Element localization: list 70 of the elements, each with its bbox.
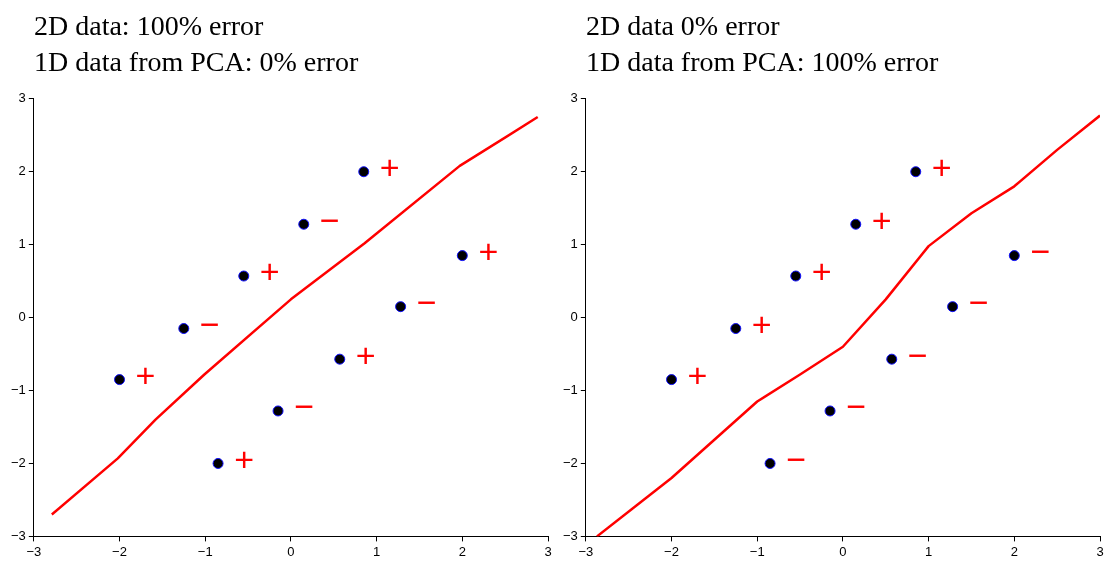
data-label: − xyxy=(907,335,928,374)
y-tick-label: 0 xyxy=(570,309,578,325)
data-label: + xyxy=(811,252,832,291)
data-label: + xyxy=(234,439,254,478)
point xyxy=(298,218,310,230)
y-tick-label: −3 xyxy=(562,527,578,543)
data-label: − xyxy=(1030,231,1051,270)
x-tick-label: −1 xyxy=(749,543,765,559)
data-label: + xyxy=(379,148,400,187)
point xyxy=(178,323,190,335)
x-tick-label: 0 xyxy=(839,543,847,559)
data-label: + xyxy=(259,252,280,291)
y-tick-label: −2 xyxy=(562,455,578,471)
data-label: − xyxy=(319,200,340,239)
y-tick-label: 1 xyxy=(18,236,26,252)
point xyxy=(824,405,836,417)
y-tick-label: 3 xyxy=(570,90,578,106)
data-label: + xyxy=(478,231,499,270)
x-tick-label: −2 xyxy=(664,543,679,559)
point xyxy=(114,374,126,386)
data-label: + xyxy=(355,335,376,374)
data-label: − xyxy=(968,283,989,322)
x-tick-label: 1 xyxy=(924,543,933,559)
x-tick-label: −1 xyxy=(197,543,213,559)
data-label: − xyxy=(846,387,866,426)
chart-subtitle: 1D data from PCA: 100% error xyxy=(586,45,940,79)
x-tick-label: −2 xyxy=(112,543,127,559)
chart-title: 2D data 0% error xyxy=(586,9,781,43)
y-tick-label: 2 xyxy=(570,163,578,179)
point xyxy=(212,457,224,469)
y-tick-label: −1 xyxy=(562,382,578,398)
data-label: − xyxy=(416,283,437,322)
point xyxy=(850,218,862,230)
y-tick-label: 2 xyxy=(18,163,26,179)
chart-title: 2D data: 100% error xyxy=(34,9,265,43)
data-label: − xyxy=(294,387,314,426)
point xyxy=(1008,250,1020,262)
data-label: + xyxy=(871,200,892,239)
point xyxy=(886,353,898,365)
point xyxy=(730,323,742,335)
x-tick-label: 0 xyxy=(287,543,295,559)
data-label: + xyxy=(751,304,772,343)
point xyxy=(947,301,959,313)
data-label: − xyxy=(786,439,806,478)
data-label: + xyxy=(687,355,708,394)
point xyxy=(334,353,346,365)
y-tick-label: −3 xyxy=(10,527,26,543)
x-tick-label: 3 xyxy=(544,543,552,559)
data-label: − xyxy=(199,304,220,343)
y-tick-label: −2 xyxy=(10,455,26,471)
y-tick-label: −1 xyxy=(10,382,26,398)
x-tick-label: 3 xyxy=(1096,543,1104,559)
point xyxy=(395,301,407,313)
point xyxy=(456,250,468,262)
point xyxy=(790,270,802,282)
point xyxy=(272,405,284,417)
point xyxy=(358,166,370,178)
point xyxy=(238,270,250,282)
x-tick-label: 2 xyxy=(458,543,466,559)
data-label: + xyxy=(931,148,952,187)
point xyxy=(910,166,922,178)
y-tick-label: 0 xyxy=(18,309,26,325)
point xyxy=(764,457,776,469)
y-tick-label: 1 xyxy=(570,236,578,252)
x-tick-label: 2 xyxy=(1010,543,1018,559)
point xyxy=(666,374,678,386)
y-tick-label: 3 xyxy=(18,90,26,106)
chart-subtitle: 1D data from PCA: 0% error xyxy=(34,45,360,79)
x-tick-label: 1 xyxy=(372,543,381,559)
data-label: + xyxy=(135,355,156,394)
